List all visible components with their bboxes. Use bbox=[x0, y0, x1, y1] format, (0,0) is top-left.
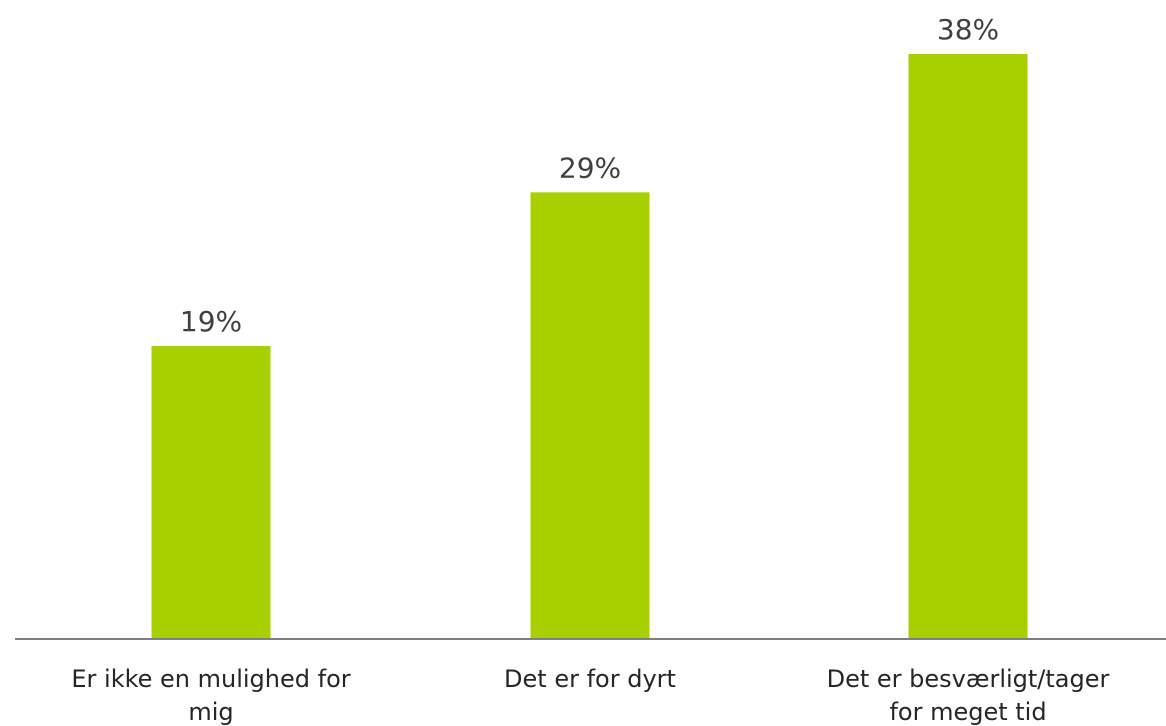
category-label-3: Det er besværligt/tager for meget tid bbox=[827, 665, 1110, 726]
bar-2 bbox=[530, 192, 650, 638]
bar-1 bbox=[151, 346, 271, 638]
value-label-1: 19% bbox=[180, 305, 242, 338]
category-label-2-line-1: Det er for dyrt bbox=[504, 665, 676, 693]
value-label-3: 38% bbox=[937, 13, 999, 46]
category-label-2: Det er for dyrt bbox=[504, 665, 676, 693]
category-labels: Er ikke en mulighed for mig Det er for dyr… bbox=[71, 665, 1109, 726]
category-label-3-line-2: for meget tid bbox=[889, 698, 1046, 726]
category-label-3-line-1: Det er besværligt/tager bbox=[827, 665, 1110, 693]
category-label-1-line-2: mig bbox=[188, 698, 233, 726]
category-label-1-line-1: Er ikke en mulighed for bbox=[71, 665, 350, 693]
value-labels: 19% 29% 38% bbox=[180, 13, 999, 338]
bars bbox=[151, 54, 1028, 638]
bar-3 bbox=[908, 54, 1028, 638]
category-label-1: Er ikke en mulighed for mig bbox=[71, 665, 350, 726]
value-label-2: 29% bbox=[559, 151, 621, 184]
